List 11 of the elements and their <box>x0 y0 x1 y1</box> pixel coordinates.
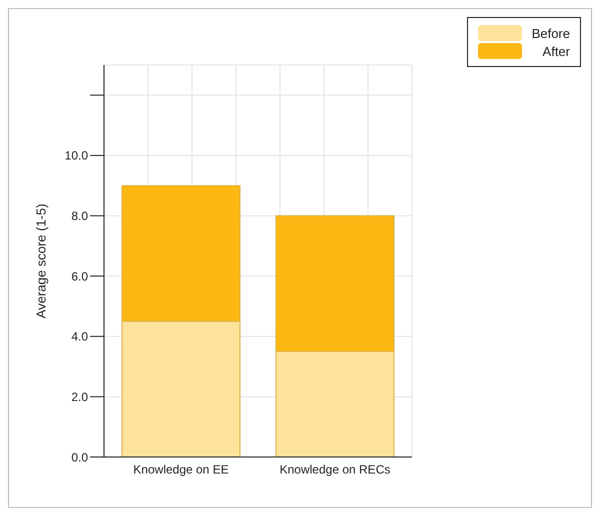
y-tick-label: 4.0 <box>71 330 88 344</box>
x-tick-label: Knowledge on RECs <box>280 462 390 477</box>
y-tick-label: 8.0 <box>71 209 88 224</box>
x-tick-label: Knowledge on EE <box>133 462 229 477</box>
y-tick-label: 10.0 <box>64 148 88 163</box>
y-tick-label: 6.0 <box>71 269 88 284</box>
y-tick-label: 2.0 <box>71 390 88 404</box>
legend-label: After <box>542 44 570 58</box>
legend-label: Before <box>530 26 570 40</box>
y-axis-title: Average score (1-5) <box>34 204 49 318</box>
y-tick-label: 0.0 <box>71 450 88 464</box>
